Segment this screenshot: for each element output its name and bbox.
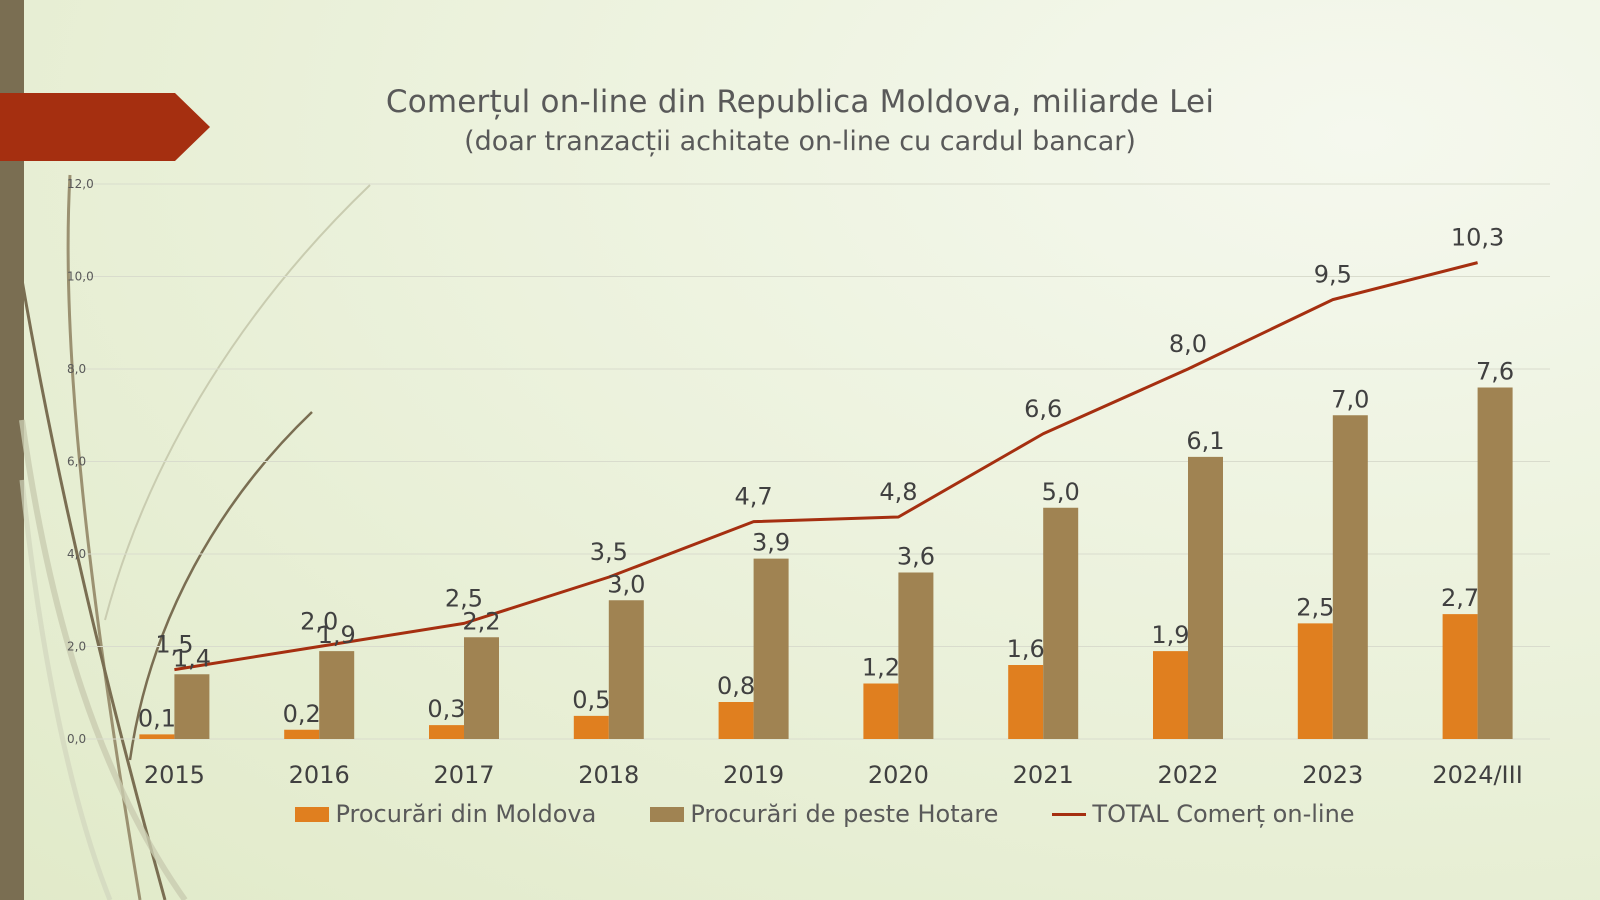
bar-hotare bbox=[1188, 456, 1223, 739]
x-tick-label: 2021 bbox=[1013, 761, 1074, 789]
data-label-total: 9,5 bbox=[1314, 261, 1352, 289]
bar-moldova bbox=[1297, 623, 1333, 739]
legend-label-total: TOTAL Comerț on-line bbox=[1092, 800, 1355, 828]
legend-swatch-hotare bbox=[650, 806, 685, 822]
data-label-total: 4,7 bbox=[735, 483, 773, 511]
y-tick-label: 2,0 bbox=[67, 640, 86, 654]
data-label-moldova: 1,6 bbox=[1007, 635, 1045, 663]
bar-hotare bbox=[174, 674, 210, 739]
data-label-moldova: 0,1 bbox=[138, 704, 176, 732]
data-label-hotare: 2,2 bbox=[462, 607, 500, 635]
data-label-hotare: 7,0 bbox=[1331, 385, 1369, 413]
data-labels: 0,1 1,4 0,2 1,9 0,3 2,2 0,5 3,0 0,8 3,9 1,2 3,6 1,6 5… bbox=[138, 224, 1514, 733]
data-label-moldova: 2,7 bbox=[1441, 584, 1479, 612]
data-label-hotare: 7,6 bbox=[1476, 358, 1514, 386]
data-label-hotare: 3,0 bbox=[607, 570, 645, 598]
x-tick-label: 2024/III bbox=[1432, 761, 1522, 789]
bar-hotare bbox=[464, 637, 499, 739]
title-arrow-tab bbox=[0, 93, 210, 161]
series-line-total bbox=[174, 261, 1478, 672]
legend: Procurări din Moldova Procurări de peste… bbox=[250, 800, 1400, 828]
data-label-total: 8,0 bbox=[1169, 330, 1207, 358]
data-label-moldova: 0,5 bbox=[572, 686, 610, 714]
chart-title: Comerțul on-line din Republica Moldova, … bbox=[385, 84, 1215, 120]
y-tick-label: 0,0 bbox=[67, 732, 86, 746]
data-label-hotare: 3,9 bbox=[752, 529, 790, 557]
x-tick-label: 2019 bbox=[723, 761, 784, 789]
bar-hotare bbox=[898, 572, 934, 739]
chart-subtitle: (doar tranzacții achitate on-line cu car… bbox=[464, 126, 1136, 157]
y-tick-label: 10,0 bbox=[67, 270, 94, 284]
legend-swatch-moldova bbox=[295, 806, 330, 822]
legend-item-moldova: Procurări din Moldova bbox=[295, 800, 596, 828]
bar-hotare bbox=[608, 600, 644, 739]
bar-moldova bbox=[139, 734, 175, 739]
data-label-total: 2,0 bbox=[300, 608, 338, 636]
legend-swatch-total bbox=[1052, 812, 1087, 816]
bar-moldova bbox=[429, 725, 464, 739]
data-label-hotare: 3,6 bbox=[897, 543, 935, 571]
y-tick-label: 4,0 bbox=[67, 547, 86, 561]
data-label-total: 10,3 bbox=[1451, 224, 1504, 252]
bar-moldova bbox=[284, 729, 320, 739]
legend-label-moldova: Procurări din Moldova bbox=[335, 800, 597, 828]
data-label-hotare: 5,0 bbox=[1042, 478, 1080, 506]
bar-moldova bbox=[1442, 614, 1478, 739]
legend-item-total: TOTAL Comerț on-line bbox=[1052, 800, 1355, 828]
data-label-hotare: 1,9 bbox=[318, 621, 356, 649]
bar-moldova bbox=[863, 683, 899, 739]
total-line bbox=[174, 261, 1478, 672]
bar-moldova bbox=[573, 715, 609, 739]
bar-hotare bbox=[753, 558, 789, 739]
data-label-moldova: 2,5 bbox=[1296, 593, 1334, 621]
data-label-moldova: 0,3 bbox=[427, 695, 465, 723]
y-tick-label: 6,0 bbox=[67, 455, 86, 469]
data-label-moldova: 0,8 bbox=[717, 672, 755, 700]
x-tick-label: 2020 bbox=[868, 761, 929, 789]
data-label-total: 4,8 bbox=[879, 478, 917, 506]
legend-label-hotare: Procurări de peste Hotare bbox=[690, 800, 999, 828]
bars bbox=[139, 387, 1513, 739]
data-label-total: 1,5 bbox=[155, 631, 193, 659]
x-tick-label: 2018 bbox=[578, 761, 639, 789]
legend-item-hotare: Procurări de peste Hotare bbox=[650, 800, 998, 828]
y-tick-label: 12,0 bbox=[67, 177, 94, 191]
y-tick-label: 8,0 bbox=[67, 362, 86, 376]
x-tick-label: 2022 bbox=[1157, 761, 1218, 789]
bar-moldova bbox=[718, 702, 754, 739]
bar-hotare bbox=[1332, 415, 1368, 739]
decorative-curves bbox=[19, 174, 371, 900]
data-label-hotare: 6,1 bbox=[1186, 427, 1224, 455]
x-axis: 2015 2016 2017 2018 2019 2020 2021 2022 2023 2024… bbox=[144, 761, 1523, 789]
x-tick-label: 2016 bbox=[289, 761, 350, 789]
bar-hotare bbox=[1043, 507, 1079, 739]
bar-moldova bbox=[1008, 665, 1044, 739]
bar-hotare bbox=[319, 651, 355, 739]
data-label-total: 2,5 bbox=[445, 584, 483, 612]
data-label-moldova: 1,2 bbox=[862, 654, 900, 682]
data-label-total: 3,5 bbox=[590, 538, 628, 566]
x-tick-label: 2015 bbox=[144, 761, 205, 789]
data-label-total: 6,6 bbox=[1024, 395, 1062, 423]
x-tick-label: 2023 bbox=[1302, 761, 1363, 789]
bar-hotare bbox=[1477, 387, 1513, 739]
data-label-moldova: 0,2 bbox=[283, 700, 321, 728]
x-tick-label: 2017 bbox=[433, 761, 494, 789]
bar-moldova bbox=[1153, 651, 1188, 739]
y-axis: 0,0 2,0 4,0 6,0 8,0 10,0 12,0 bbox=[67, 177, 94, 746]
data-label-hotare: 1,4 bbox=[173, 644, 211, 672]
data-label-moldova: 1,9 bbox=[1151, 621, 1189, 649]
